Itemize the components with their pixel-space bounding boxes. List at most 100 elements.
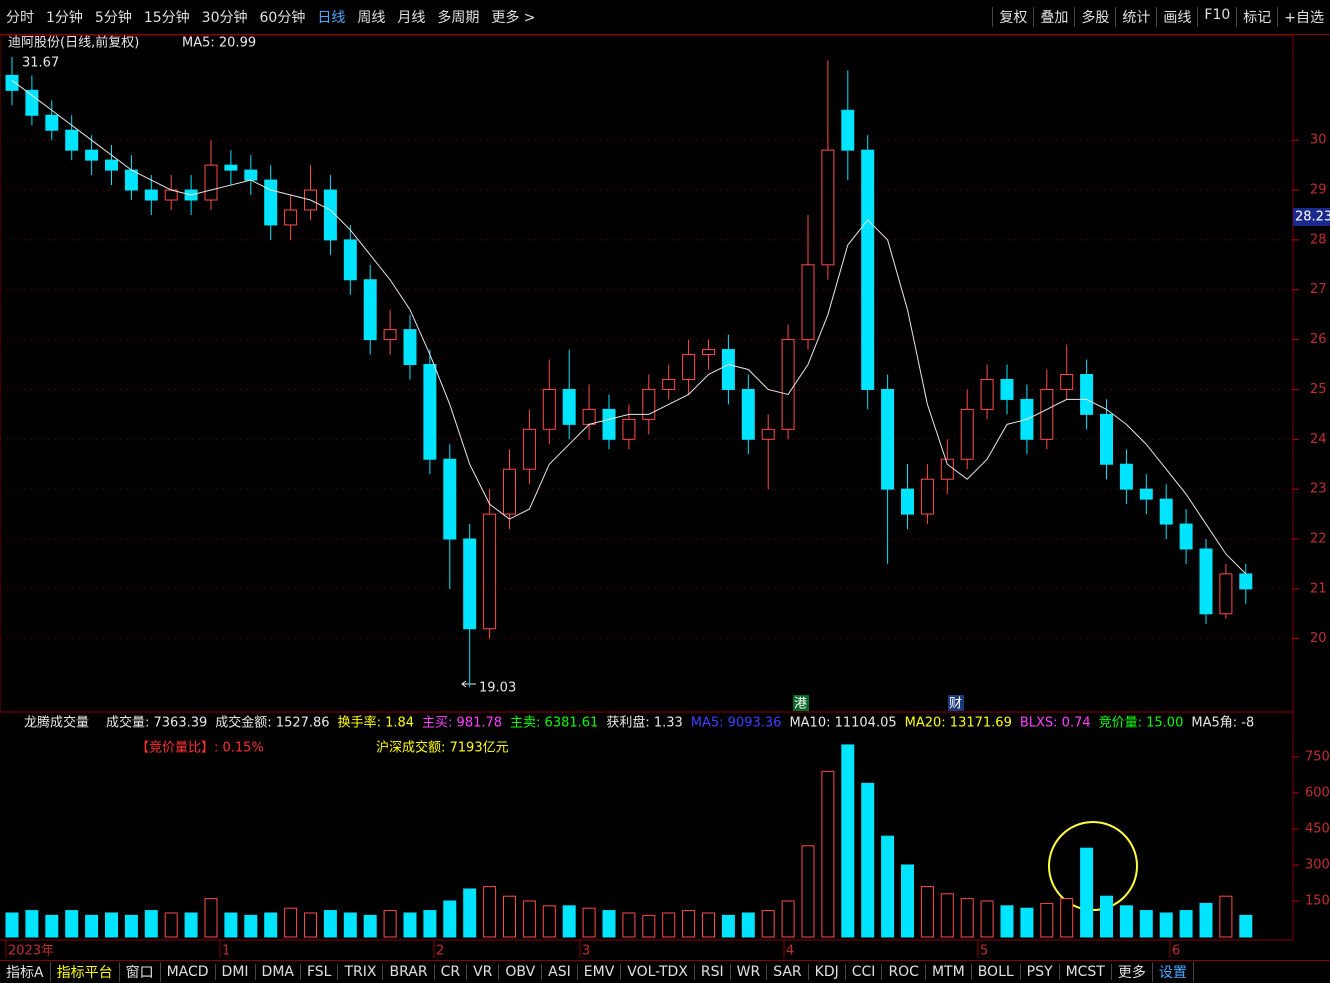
tab[interactable]: EMV	[578, 964, 622, 980]
high-label: 31.67	[22, 56, 59, 71]
tab-bar: 指标A 指标平台 窗口 MACD DMI DMA FSL TRIX BRAR CR VR OBV ASI…	[0, 960, 1330, 983]
tab[interactable]: OBV	[499, 964, 543, 980]
tab[interactable]: TRIX	[338, 964, 384, 980]
ma-label: MA5: 20.99	[182, 36, 256, 51]
y-tick-label: 21	[1310, 581, 1327, 596]
toolbar-button[interactable]: 30分钟	[201, 10, 248, 26]
toolbar-button[interactable]: 60分钟	[259, 10, 306, 26]
tab[interactable]: MCST	[1060, 964, 1112, 980]
candle-body	[682, 354, 696, 380]
chart-area: 迪阿股份(日线,前复权) MA5: 20.99 31.67 19.03 28.2…	[0, 34, 1330, 959]
toolbar-button[interactable]: 画线	[1156, 7, 1197, 27]
candle-body	[940, 458, 954, 480]
volume-bar	[980, 900, 994, 938]
month-label: 5	[980, 944, 988, 959]
tab[interactable]: ROC	[882, 964, 926, 980]
volume-bar	[264, 912, 278, 938]
tab[interactable]: PSY	[1021, 964, 1060, 980]
marker-bg	[948, 695, 964, 711]
toolbar-button[interactable]: 月线	[397, 10, 426, 26]
volume-bar	[940, 893, 954, 938]
volume-bar	[562, 905, 576, 938]
candle-body	[363, 279, 377, 341]
candle-body	[1219, 573, 1233, 615]
month-label: 1	[222, 944, 230, 959]
toolbar-button[interactable]: 叠加	[1033, 7, 1074, 27]
tab[interactable]: 设置	[1153, 962, 1194, 982]
tab[interactable]: MACD	[161, 964, 216, 980]
volume-bar	[960, 898, 974, 938]
candle-body	[1060, 373, 1074, 390]
tab[interactable]: BOLL	[972, 964, 1021, 980]
toolbar-button[interactable]: 更多 >	[491, 10, 536, 26]
tab[interactable]: SAR	[767, 964, 809, 980]
tab[interactable]: CR	[435, 964, 468, 980]
tab[interactable]: BRAR	[383, 964, 435, 980]
candle-body	[463, 538, 477, 630]
toolbar-button[interactable]: 15分钟	[143, 10, 190, 26]
tab[interactable]: MTM	[926, 964, 972, 980]
candle-body	[383, 329, 397, 341]
volume-bar	[323, 910, 337, 938]
toolbar-button[interactable]: 多股	[1074, 7, 1115, 27]
toolbar-button[interactable]: 1分钟	[46, 10, 83, 26]
tab[interactable]: VOL-TDX	[621, 964, 695, 980]
price-frame	[0, 34, 1294, 713]
toolbar-button[interactable]: 周线	[357, 10, 386, 26]
tab[interactable]: CCI	[846, 964, 883, 980]
volume-bar	[244, 914, 258, 938]
volume-bar	[1060, 898, 1074, 938]
ma5-line	[11, 79, 1247, 575]
volume-bar	[463, 888, 477, 938]
y-tick-label: 30	[1310, 133, 1327, 148]
candle-body	[105, 159, 118, 171]
y-tick-label: 29	[1310, 183, 1327, 198]
candle-body	[1179, 523, 1193, 550]
tab[interactable]: 更多	[1112, 962, 1153, 982]
tab[interactable]: DMA	[256, 964, 301, 980]
volume-bar	[761, 910, 775, 938]
volume-bar	[1080, 847, 1094, 938]
tab[interactable]: KDJ	[809, 964, 846, 980]
volume-bar	[881, 835, 895, 938]
candle-body	[503, 468, 516, 515]
volume-bar	[1100, 895, 1113, 938]
info-item: 竞价量: 15.00	[1099, 715, 1184, 731]
toolbar-button[interactable]: 多周期	[437, 10, 480, 26]
tab[interactable]: 窗口	[120, 962, 161, 982]
info-item: 成交金额: 1527.86	[215, 715, 329, 731]
volume-bar	[1159, 912, 1173, 938]
info-item: 获利盘: 1.33	[606, 715, 682, 731]
volume-bar	[821, 770, 835, 938]
info-item: BLXS: 0.74	[1020, 716, 1091, 731]
candle-body	[542, 388, 556, 430]
toolbar-button[interactable]: 统计	[1115, 7, 1156, 27]
toolbar: 分时 1分钟 5分钟 15分钟 30分钟 60分钟 日线 周线 月线 多周期 更多 > 复权 叠加 多股统…	[0, 0, 1330, 35]
tab[interactable]: FSL	[301, 964, 339, 980]
tab[interactable]: 指标A	[0, 962, 51, 982]
volume-bar	[662, 912, 676, 938]
tab[interactable]: ASI	[542, 964, 578, 980]
tab[interactable]: 指标平台	[51, 962, 120, 982]
toolbar-button[interactable]: 分时	[6, 10, 34, 26]
toolbar-button[interactable]: F10	[1197, 7, 1236, 27]
toolbar-button[interactable]: +自选	[1277, 7, 1330, 27]
candle-body	[5, 74, 19, 91]
candle-body	[244, 169, 258, 181]
tab[interactable]: DMI	[216, 964, 256, 980]
toolbar-button[interactable]: 复权	[992, 7, 1033, 27]
volume-bar	[741, 912, 755, 938]
tab[interactable]: VR	[467, 964, 500, 980]
y-tick-label: 26	[1310, 332, 1327, 347]
tab[interactable]: WR	[731, 964, 768, 980]
toolbar-button[interactable]: 日线	[317, 10, 346, 26]
volume-bar	[901, 864, 914, 938]
info-item: MA10: 11104.05	[789, 716, 896, 731]
tab[interactable]: RSI	[695, 964, 731, 980]
y-tick-label: 300	[1305, 857, 1330, 872]
y-tick-label: 20	[1310, 631, 1327, 646]
toolbar-button[interactable]: 5分钟	[94, 10, 132, 26]
candle-body	[901, 488, 914, 515]
toolbar-button[interactable]: 标记	[1236, 7, 1277, 27]
